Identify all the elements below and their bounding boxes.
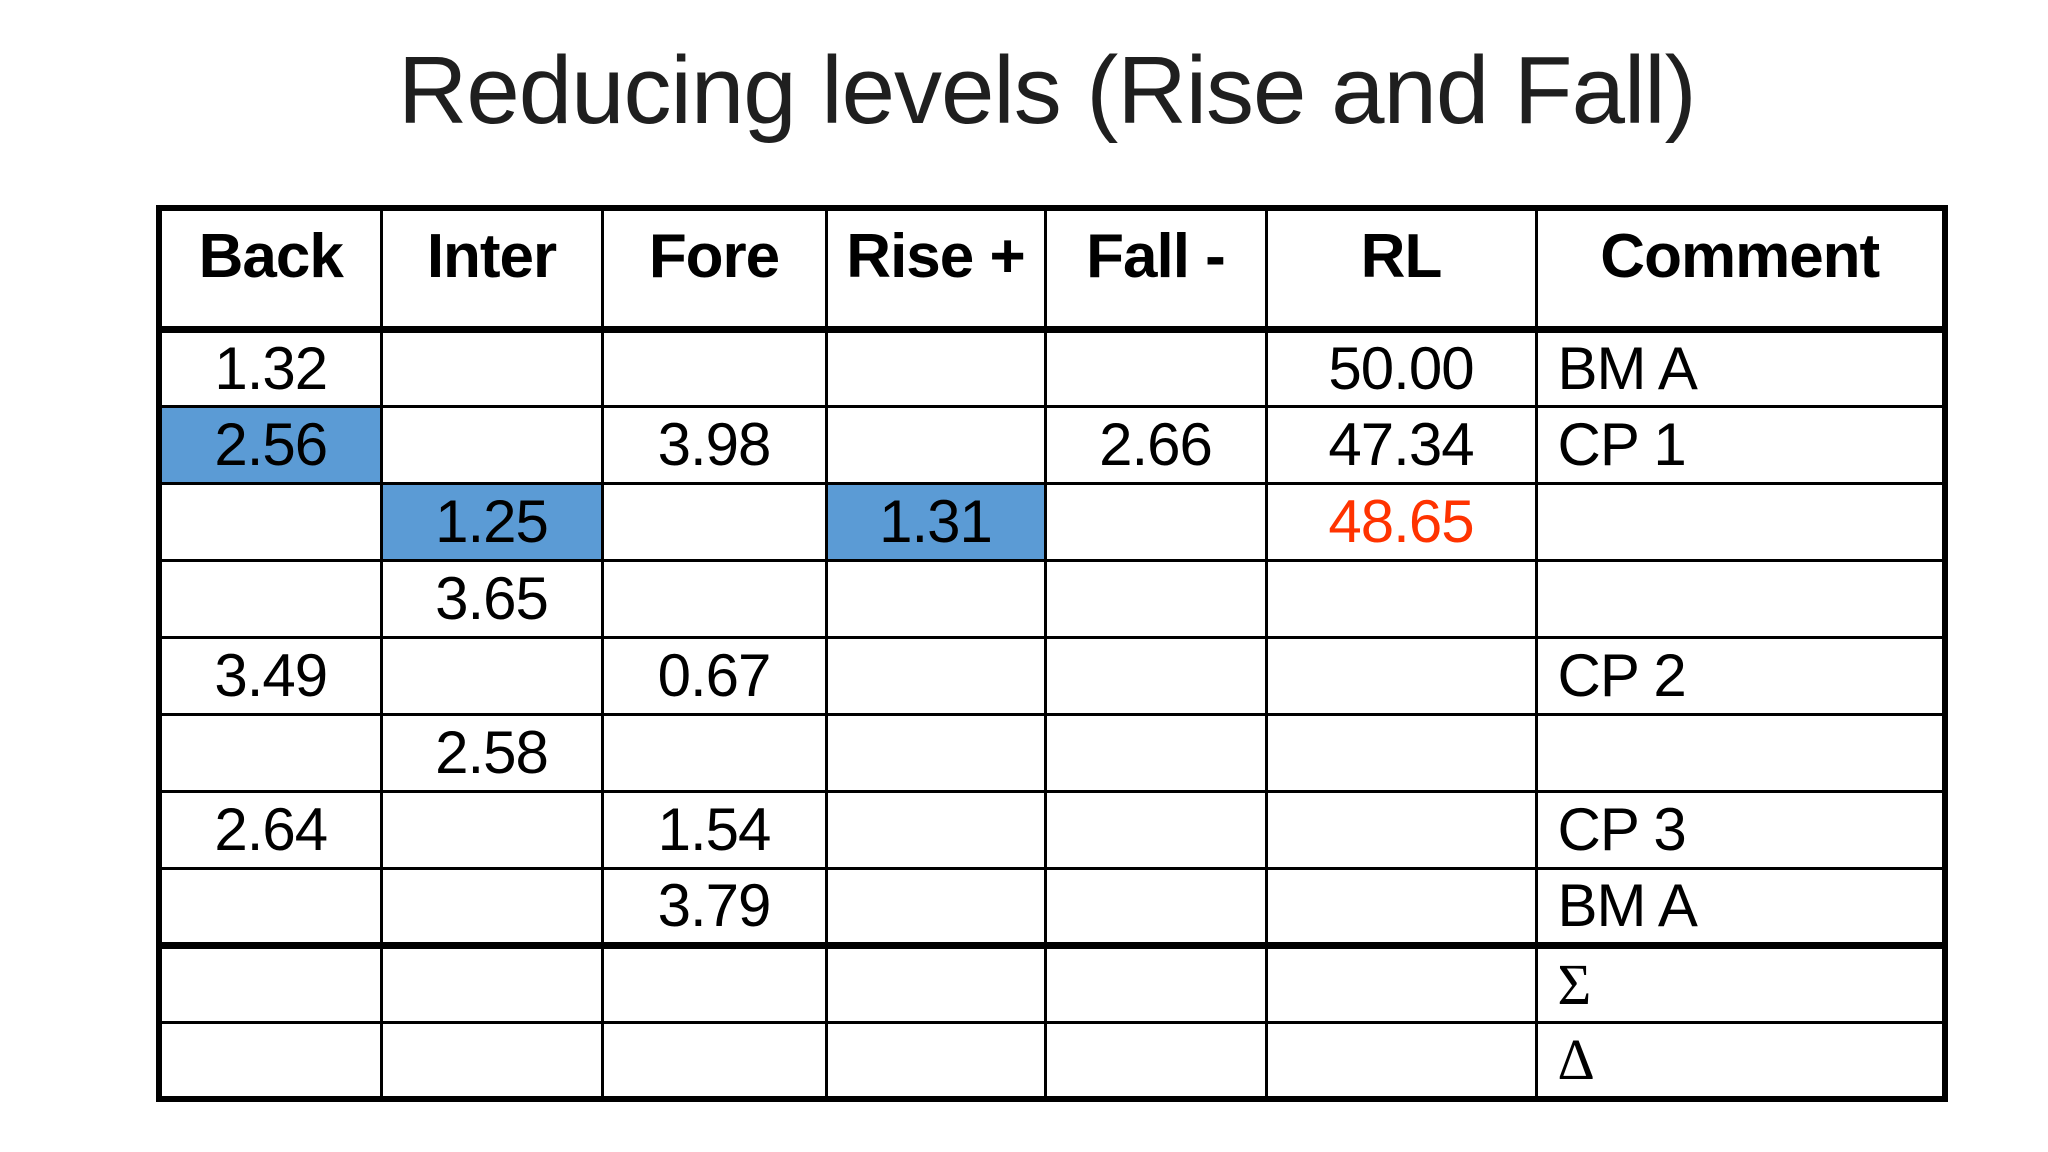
- table-cell: [1264, 1020, 1538, 1101]
- table-row: 2.58: [157, 712, 1947, 793]
- table-cell: 3.49: [157, 635, 383, 716]
- table-cell: [379, 943, 604, 1024]
- header-row: Back Inter Fore Rise + Fall - RL Comment: [157, 206, 1947, 333]
- table-cell: CP 2: [1534, 635, 1947, 716]
- table-cell: [1264, 943, 1538, 1024]
- header-cell-rise: Rise +: [824, 206, 1047, 333]
- table-cell: [600, 943, 828, 1024]
- table-cell: 3.65: [379, 558, 604, 639]
- table-cell: [1534, 712, 1947, 793]
- table-cell: [157, 943, 383, 1024]
- table-cell: [824, 1020, 1047, 1101]
- table-cell: [1043, 866, 1268, 949]
- table-cell: [1264, 789, 1538, 870]
- table-cell: [157, 712, 383, 793]
- table-cell: 0.67: [600, 635, 828, 716]
- header-cell-rl: RL: [1264, 206, 1538, 333]
- table-cell: 2.56: [157, 404, 383, 485]
- table-row: Δ: [157, 1020, 1947, 1101]
- table-cell: [1264, 712, 1538, 793]
- header-cell-fore: Fore: [600, 206, 828, 333]
- table-row: 1.32 50.00 BM A: [157, 327, 1947, 408]
- table-row: Σ: [157, 943, 1947, 1024]
- table-cell: 1.31: [824, 481, 1047, 562]
- table-cell: 1.25: [379, 481, 604, 562]
- table-cell: [379, 404, 604, 485]
- table-row: 1.25 1.31 48.65: [157, 481, 1947, 562]
- table-cell: [379, 866, 604, 949]
- table-cell: [157, 1020, 383, 1101]
- table-cell: 2.66: [1043, 404, 1268, 485]
- table-cell: Σ: [1534, 943, 1947, 1024]
- table-cell: [1043, 943, 1268, 1024]
- header-cell-inter: Inter: [379, 206, 604, 333]
- table-cell: [1043, 327, 1268, 408]
- table-cell: CP 1: [1534, 404, 1947, 485]
- table-cell: CP 3: [1534, 789, 1947, 870]
- table-cell: 1.54: [600, 789, 828, 870]
- table-cell: [824, 635, 1047, 716]
- table-cell: Δ: [1534, 1020, 1947, 1101]
- header-cell-comment: Comment: [1534, 206, 1947, 333]
- table-cell: [157, 866, 383, 949]
- table-cell: [379, 327, 604, 408]
- table-cell: 47.34: [1264, 404, 1538, 485]
- table-cell: [1264, 866, 1538, 949]
- table-cell: 2.58: [379, 712, 604, 793]
- table-cell: [379, 635, 604, 716]
- table-body: 1.32 50.00 BM A 2.56 3.98 2.66 47.34 CP 1 1.25 1.…: [157, 327, 1947, 1101]
- header-cell-fall: Fall -: [1043, 206, 1268, 333]
- table-header: Back Inter Fore Rise + Fall - RL Comment: [157, 206, 1947, 333]
- table-cell: 3.79: [600, 866, 828, 949]
- levels-table: Back Inter Fore Rise + Fall - RL Comment 1.32 5…: [156, 205, 1948, 1102]
- table-cell: [824, 558, 1047, 639]
- table-cell: 48.65: [1264, 481, 1538, 562]
- table-cell: 1.32: [157, 327, 383, 408]
- table-cell: [600, 1020, 828, 1101]
- table-cell: [1043, 481, 1268, 562]
- table-cell: [157, 558, 383, 639]
- table-cell: [824, 712, 1047, 793]
- table-cell: [600, 481, 828, 562]
- table-cell: [600, 327, 828, 408]
- table-cell: [1264, 635, 1538, 716]
- table-cell: [1534, 558, 1947, 639]
- table-cell: [1043, 789, 1268, 870]
- table-cell: [1043, 1020, 1268, 1101]
- table-cell: 3.98: [600, 404, 828, 485]
- table-cell: [600, 558, 828, 639]
- table-cell: [1264, 558, 1538, 639]
- table-cell: BM A: [1534, 327, 1947, 408]
- table-cell: BM A: [1534, 866, 1947, 949]
- table-row: 2.56 3.98 2.66 47.34 CP 1: [157, 404, 1947, 485]
- table-cell: [824, 404, 1047, 485]
- table-cell: [379, 1020, 604, 1101]
- table-cell: [157, 481, 383, 562]
- table-cell: [824, 789, 1047, 870]
- table-cell: [824, 866, 1047, 949]
- table-row: 3.49 0.67 CP 2: [157, 635, 1947, 716]
- table-cell: [600, 712, 828, 793]
- table-row: 2.64 1.54 CP 3: [157, 789, 1947, 870]
- table-cell: [824, 943, 1047, 1024]
- table-row: 3.79 BM A: [157, 866, 1947, 949]
- table-cell: [1043, 635, 1268, 716]
- table-cell: [379, 789, 604, 870]
- table-row: 3.65: [157, 558, 1947, 639]
- table-cell: [1043, 712, 1268, 793]
- table-cell: 50.00: [1264, 327, 1538, 408]
- table-cell: [824, 327, 1047, 408]
- table-cell: [1043, 558, 1268, 639]
- page-title: Reducing levels (Rise and Fall): [398, 37, 1697, 144]
- table-cell: 2.64: [157, 789, 383, 870]
- header-cell-back: Back: [157, 206, 383, 333]
- table-cell: [1534, 481, 1947, 562]
